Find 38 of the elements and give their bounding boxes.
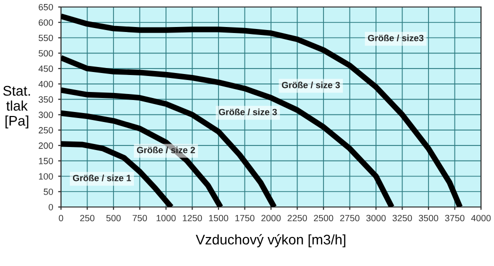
y-tick-label: 150 xyxy=(38,158,54,164)
x-tick-label: 1000 xyxy=(156,214,176,222)
x-tick-label: 0 xyxy=(58,214,64,222)
x-tick-label: 750 xyxy=(132,214,147,222)
x-tick-label: 500 xyxy=(106,214,121,222)
x-tick-label: 3500 xyxy=(418,214,438,222)
y-tick-label: 0 xyxy=(48,204,54,210)
y-tick-label: 350 xyxy=(38,96,54,103)
x-tick-label: 2000 xyxy=(261,214,281,222)
x-tick-label: 2250 xyxy=(288,214,307,222)
y-axis-title: Stat. tlak [Pa] xyxy=(3,86,30,128)
annotation: Größe / size 2 xyxy=(136,146,195,154)
y-tick-label: 300 xyxy=(38,112,54,118)
x-tick-label: 4000 xyxy=(471,214,491,222)
annotation: Größe / size 3 xyxy=(282,82,340,88)
x-tick-label: 250 xyxy=(80,214,94,222)
annotation: Größe / size 3 xyxy=(218,108,277,116)
y-tick-label: 650 xyxy=(38,4,54,10)
y-tick-label: 550 xyxy=(38,34,54,42)
x-tick-label: 3750 xyxy=(445,214,464,222)
y-tick-label: 500 xyxy=(38,50,54,57)
x-tick-label: 1750 xyxy=(235,214,254,222)
x-tick-label: 2500 xyxy=(314,214,334,222)
x-tick-label: 3000 xyxy=(366,214,386,222)
y-tick-label: 250 xyxy=(38,127,54,134)
annotation: Größe / size3 xyxy=(368,34,424,42)
x-axis-title: Vzduchový výkon [m3/h] xyxy=(196,234,346,248)
x-tick-label: 1500 xyxy=(209,214,228,222)
y-tick-label: 600 xyxy=(38,19,54,26)
x-tick-label: 3250 xyxy=(392,214,412,222)
y-tick-label: 50 xyxy=(44,188,54,195)
y-tick-label: 400 xyxy=(38,80,54,88)
x-tick-label: 2750 xyxy=(340,214,360,222)
y-tick-label: 450 xyxy=(38,66,54,72)
y-tick-label: 100 xyxy=(38,173,54,180)
y-tick-label: 200 xyxy=(38,142,54,149)
annotation: Größe / size 1 xyxy=(72,174,131,182)
x-tick-label: 1250 xyxy=(182,214,202,222)
